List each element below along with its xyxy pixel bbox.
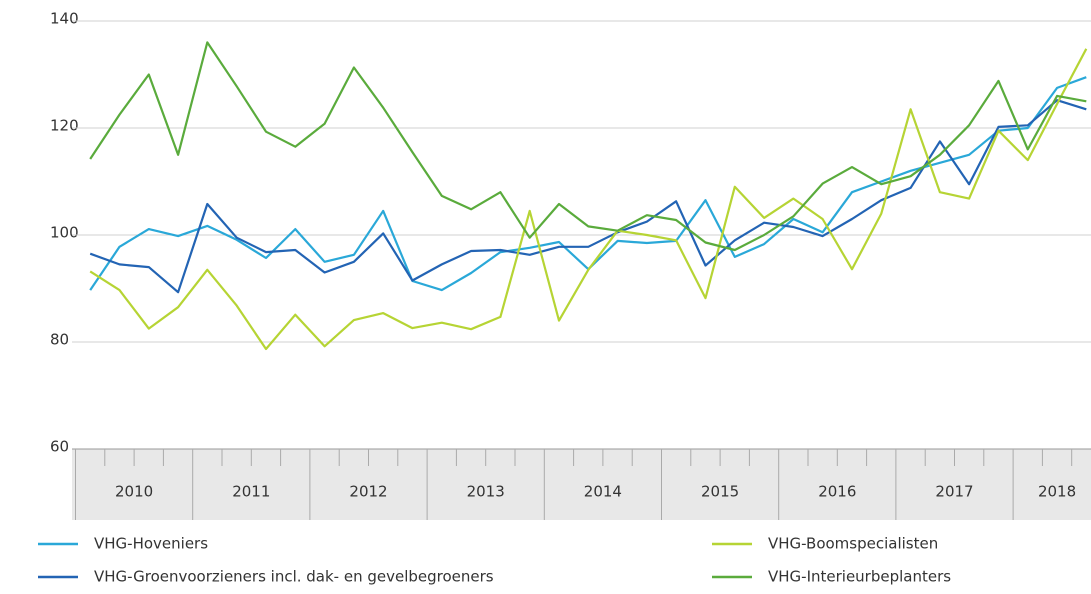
legend-label: VHG-Hoveniers: [94, 535, 208, 553]
series-line: [89, 99, 1087, 294]
legend-label: VHG-Boomspecialisten: [768, 535, 938, 553]
x-tick-label: 2010: [115, 483, 153, 501]
x-tick-label: 2014: [584, 483, 622, 501]
x-tick-label: 2018: [1038, 483, 1076, 501]
y-tick-label: 140: [50, 10, 79, 28]
y-tick-label: 80: [50, 331, 69, 349]
x-tick-label: 2012: [349, 483, 387, 501]
x-axis-band: [72, 449, 1091, 520]
x-tick-label: 2011: [232, 483, 270, 501]
x-tick-label: 2017: [935, 483, 973, 501]
series-line: [89, 48, 1088, 351]
x-tick-label: 2015: [701, 483, 739, 501]
legend-label: VHG-Interieurbeplanters: [768, 568, 951, 586]
y-tick-label: 100: [50, 224, 79, 242]
legend-label: VHG-Groenvoorzieners incl. dak- en gevel…: [94, 568, 494, 586]
y-tick-label: 120: [50, 117, 79, 135]
x-tick-label: 2016: [818, 483, 856, 501]
series-line: [89, 41, 1087, 252]
y-tick-label: 60: [50, 438, 69, 456]
x-tick-label: 2013: [467, 483, 505, 501]
